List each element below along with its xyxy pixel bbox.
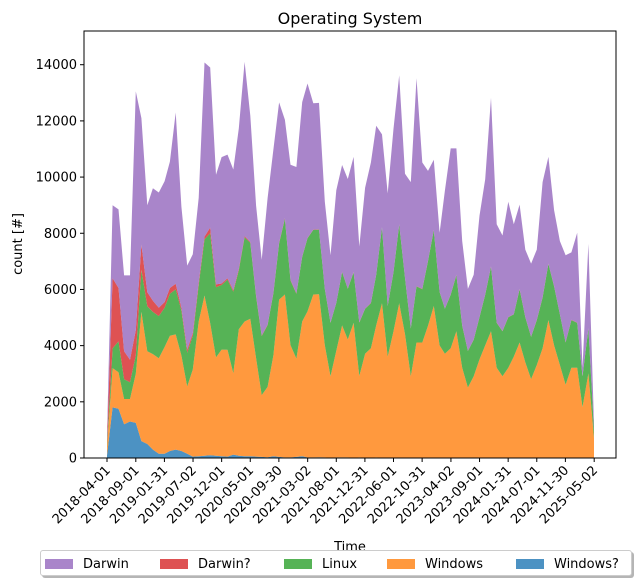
y-axis-label: count [#] bbox=[11, 213, 26, 275]
legend-item-windows-unknown: Windows? bbox=[516, 556, 619, 572]
legend-item-darwin-unknown: Darwin? bbox=[160, 556, 251, 572]
y-tick-label: 2000 bbox=[44, 395, 77, 410]
area-darwin bbox=[107, 61, 594, 442]
legend-item-darwin: Darwin bbox=[45, 556, 129, 572]
y-tick-label: 12000 bbox=[36, 114, 77, 129]
area-linux bbox=[107, 218, 594, 447]
y-axis: 0 2000 4000 6000 8000 10000 12000 14000 bbox=[36, 58, 84, 467]
legend-item-windows: Windows bbox=[387, 556, 483, 572]
legend-swatch bbox=[387, 559, 415, 569]
y-tick-label: 0 bbox=[69, 452, 77, 467]
legend-swatch bbox=[160, 559, 188, 569]
area-series-group bbox=[107, 61, 594, 458]
legend-swatch bbox=[45, 559, 73, 569]
legend-swatch bbox=[516, 559, 544, 569]
x-axis: 2018-04-012018-09-012019-01-312019-07-02… bbox=[50, 458, 601, 527]
legend-label: Darwin? bbox=[198, 556, 251, 572]
legend: Darwin Darwin? Linux Windows Windows? bbox=[40, 550, 632, 576]
legend-label: Darwin bbox=[83, 556, 129, 572]
chart-title: Operating System bbox=[278, 9, 423, 28]
y-tick-label: 4000 bbox=[44, 339, 77, 354]
y-tick-label: 8000 bbox=[44, 227, 77, 242]
area-windows-unknown bbox=[107, 407, 594, 458]
legend-item-linux: Linux bbox=[284, 556, 357, 572]
legend-label: Windows? bbox=[554, 556, 619, 572]
area-windows bbox=[107, 294, 594, 458]
y-tick-label: 6000 bbox=[44, 283, 77, 298]
legend-swatch bbox=[284, 559, 312, 569]
legend-label: Windows bbox=[425, 556, 484, 572]
legend-label: Linux bbox=[322, 556, 358, 572]
plot-frame bbox=[83, 30, 617, 459]
y-tick-label: 14000 bbox=[36, 58, 77, 73]
y-tick-label: 10000 bbox=[36, 171, 77, 186]
